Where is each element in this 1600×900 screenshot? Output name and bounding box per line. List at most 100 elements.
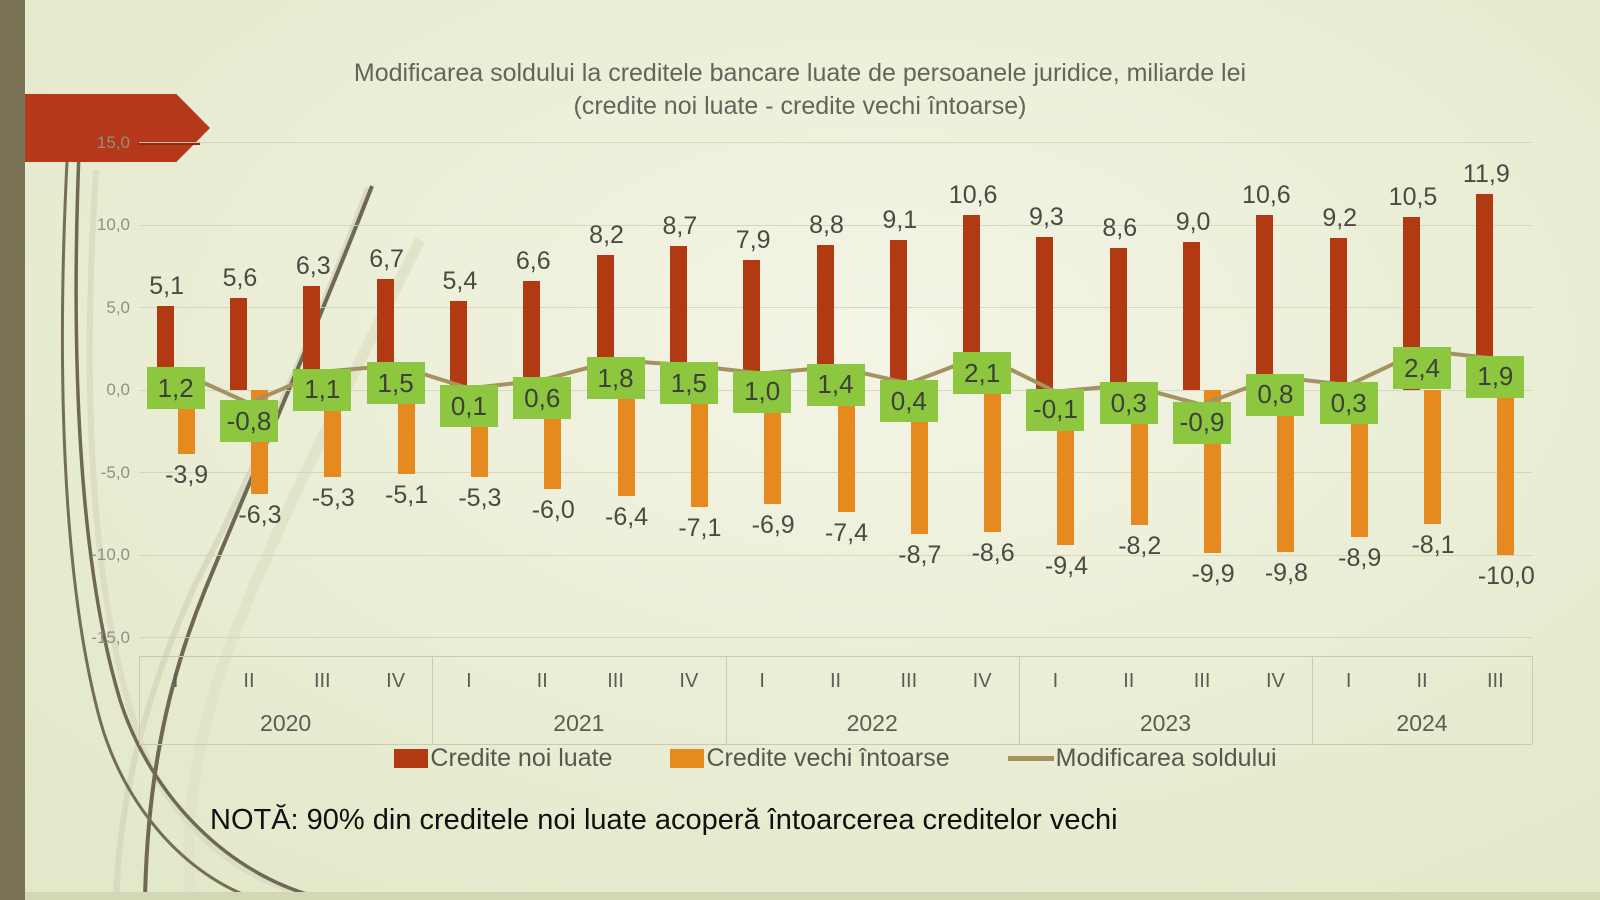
left-stripe xyxy=(0,0,25,900)
chart-title-line1: Modificarea soldului la creditele bancar… xyxy=(353,59,1247,87)
bar-credite-noi xyxy=(1403,216,1421,390)
chart-title-line2: (credite noi luate - credite vechi întoa… xyxy=(573,92,1027,120)
bar-credite-vechi xyxy=(397,390,415,475)
bar-credite-vechi xyxy=(1277,390,1295,552)
year-separator xyxy=(1312,656,1314,744)
arrow-banner xyxy=(0,94,210,162)
bar-credite-noi xyxy=(523,281,541,390)
bar-credite-noi xyxy=(963,215,981,390)
swoosh-curve-dark-3 xyxy=(60,141,259,900)
modificare-soldului-label: 1,0 xyxy=(733,370,792,413)
quarter-label: II xyxy=(829,670,842,692)
gridline xyxy=(139,224,1532,226)
modificare-soldului-label: 0,3 xyxy=(1099,382,1158,425)
bar-credite-vechi xyxy=(617,390,635,496)
year-separator xyxy=(725,656,727,744)
value-label-credite-noi: 9,3 xyxy=(1029,202,1064,231)
year-label: 2023 xyxy=(1139,710,1191,736)
value-label-credite-vechi: -9,8 xyxy=(1264,558,1308,587)
swoosh-curve-dark-2 xyxy=(74,127,331,900)
modificare-soldului-label: 0,1 xyxy=(439,385,498,428)
quarter-label: I xyxy=(172,670,179,692)
bar-credite-noi xyxy=(1109,248,1127,390)
value-label-credite-noi: 6,6 xyxy=(515,247,551,276)
value-label-credite-vechi: -8,6 xyxy=(971,538,1015,567)
value-label-credite-vechi: -5,3 xyxy=(458,484,502,513)
y-axis-tick-label: -10,0 xyxy=(91,545,130,564)
gridline xyxy=(139,554,1532,556)
value-label-credite-vechi: -8,2 xyxy=(1118,532,1162,561)
value-label-credite-vechi: -8,1 xyxy=(1411,530,1455,559)
modificare-soldului-label: 1,8 xyxy=(586,357,645,400)
modificare-soldului-label: -0,8 xyxy=(219,400,278,443)
gridline xyxy=(139,637,1532,638)
legend-color-swatch xyxy=(394,749,429,768)
swoosh-curve-dark-1 xyxy=(143,185,374,900)
quarter-label: II xyxy=(243,670,255,692)
quarter-label: IV xyxy=(972,670,992,692)
value-label-credite-noi: 5,4 xyxy=(442,266,478,295)
bar-credite-vechi xyxy=(910,390,928,534)
bar-credite-vechi xyxy=(1350,390,1368,537)
axis-band-bottom-border xyxy=(139,744,1532,745)
bar-credite-vechi xyxy=(324,390,342,478)
legend-label: Credite noi luate xyxy=(430,744,613,772)
gridline xyxy=(139,142,1532,143)
quarter-label: III xyxy=(607,670,624,692)
bar-credite-noi xyxy=(1256,215,1274,390)
value-label-credite-vechi: -7,4 xyxy=(824,519,869,548)
chart-legend: Credite noi luate Credite vechi întoarse M… xyxy=(139,744,1532,773)
quarter-label: I xyxy=(1052,670,1059,692)
value-label-credite-noi: 10,6 xyxy=(948,181,998,210)
y-axis-tick-label: 5,0 xyxy=(106,297,130,317)
bar-credite-vechi xyxy=(764,390,782,504)
year-label: 2024 xyxy=(1396,710,1448,736)
bar-credite-noi xyxy=(449,300,467,390)
quarter-label: II xyxy=(1416,670,1428,692)
quarter-label: II xyxy=(536,670,548,692)
y-axis-tick-label: -15,0 xyxy=(91,627,130,647)
swoosh-curve-light-2 xyxy=(86,169,331,900)
value-label-credite-noi: 10,5 xyxy=(1388,182,1438,211)
bar-credite-vechi xyxy=(984,390,1002,532)
bar-credite-noi xyxy=(1036,236,1054,390)
value-label-credite-noi: 9,1 xyxy=(882,205,918,234)
gridline xyxy=(139,307,1532,308)
value-label-credite-noi: 6,7 xyxy=(369,245,404,274)
value-label-credite-noi: 11,9 xyxy=(1462,159,1510,188)
value-label-credite-vechi: -9,9 xyxy=(1191,560,1235,589)
value-label-credite-noi: 10,6 xyxy=(1242,181,1291,210)
quarter-label: III xyxy=(313,670,331,692)
quarter-label: IV xyxy=(386,670,406,692)
value-label-credite-vechi: -10,0 xyxy=(1477,562,1535,590)
quarter-label: III xyxy=(1486,670,1504,692)
modificare-soldului-label: 1,5 xyxy=(659,362,718,405)
year-label: 2020 xyxy=(260,710,312,736)
value-label-credite-noi: 8,7 xyxy=(662,212,698,241)
y-axis-tick-label: 10,0 xyxy=(96,215,130,234)
y-axis-tick-label: -5,0 xyxy=(100,462,130,482)
modificare-soldului-label: 1,2 xyxy=(146,367,205,410)
value-label-credite-vechi: -6,4 xyxy=(605,502,649,531)
modificare-soldului-label: 1,9 xyxy=(1466,355,1525,398)
bar-credite-vechi xyxy=(1497,390,1515,555)
bar-credite-vechi xyxy=(690,390,708,508)
bar-credite-noi xyxy=(229,297,247,390)
bar-credite-vechi xyxy=(1424,390,1442,524)
quarter-label: IV xyxy=(1265,670,1285,692)
year-separator xyxy=(139,656,140,744)
modificare-soldului-label: -0,1 xyxy=(1026,388,1085,431)
legend-item-credite-vechi-ntoarse: Credite vechi întoarse xyxy=(670,744,950,773)
legend-label: Credite vechi întoarse xyxy=(706,744,950,772)
modificare-soldului-label: 0,3 xyxy=(1319,382,1378,425)
axis-band-top-border xyxy=(139,656,1532,657)
quarter-label: II xyxy=(1123,670,1135,692)
value-label-credite-vechi: -6,0 xyxy=(531,496,575,524)
bar-credite-noi xyxy=(1476,193,1494,390)
value-label-credite-noi: 6,3 xyxy=(295,252,331,281)
bar-credite-noi xyxy=(1183,241,1201,390)
y-axis-tick-label: 15,0 xyxy=(96,132,130,152)
bottom-edge-strip xyxy=(0,892,1600,900)
value-label-credite-noi: 8,8 xyxy=(809,210,844,239)
modificare-soldului-label: 2,4 xyxy=(1393,347,1452,390)
